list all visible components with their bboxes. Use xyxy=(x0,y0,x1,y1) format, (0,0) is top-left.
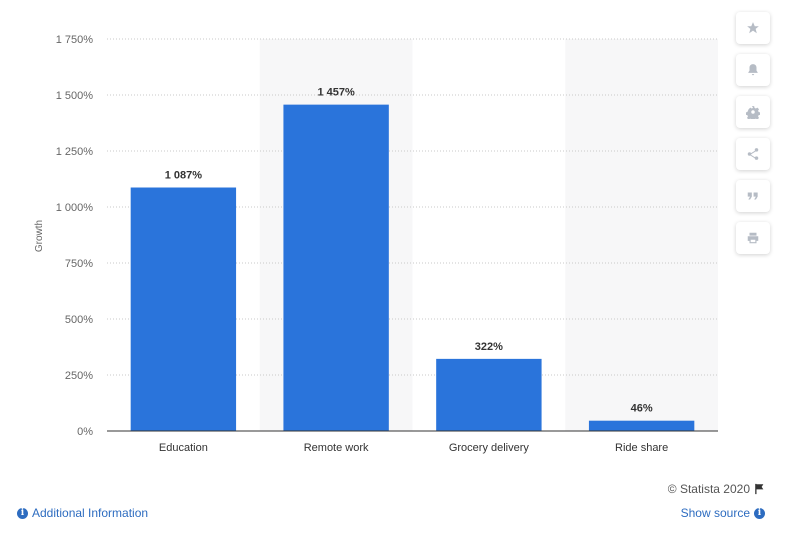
data-label: 1 087% xyxy=(165,170,203,182)
data-label: 1 457% xyxy=(317,87,355,99)
share-icon xyxy=(747,148,759,160)
bar[interactable] xyxy=(588,420,695,431)
notification-button[interactable] xyxy=(736,54,770,86)
info-icon: i xyxy=(754,507,765,519)
show-source-label: Show source xyxy=(680,506,750,520)
bell-icon xyxy=(748,64,758,76)
additional-information-link[interactable]: i Additional Information xyxy=(17,506,148,520)
bar[interactable] xyxy=(283,104,389,431)
x-tick-label: Remote work xyxy=(304,442,369,454)
quote-icon xyxy=(747,192,758,200)
chart-toolbar xyxy=(736,12,770,264)
y-tick-label: 1 250% xyxy=(56,146,94,158)
bar[interactable] xyxy=(130,187,237,431)
y-tick-label: 0% xyxy=(77,426,93,438)
x-tick-label: Ride share xyxy=(615,442,668,454)
settings-button[interactable] xyxy=(736,96,770,128)
y-axis-label: Growth xyxy=(34,220,45,252)
bar[interactable] xyxy=(436,358,542,431)
statista-credit[interactable]: © Statista 2020 xyxy=(668,482,765,496)
y-tick-label: 1 500% xyxy=(56,90,94,102)
x-tick-label: Education xyxy=(159,442,208,454)
share-button[interactable] xyxy=(736,138,770,170)
info-icon: i xyxy=(17,507,28,519)
y-axis-ticks: 0% 250% 500% 750% 1 000% 1 250% 1 500% 1 750% xyxy=(56,34,94,438)
y-tick-label: 1 000% xyxy=(56,202,94,214)
bars xyxy=(130,104,695,431)
data-label: 322% xyxy=(475,341,503,353)
print-icon xyxy=(747,232,759,244)
column-band xyxy=(565,39,718,431)
data-label: 46% xyxy=(631,403,653,415)
y-tick-label: 1 750% xyxy=(56,34,94,46)
print-button[interactable] xyxy=(736,222,770,254)
data-labels: 1 087% 1 457% 322% 46% xyxy=(165,87,653,415)
additional-information-label: Additional Information xyxy=(32,506,149,520)
credit-text: © Statista 2020 xyxy=(667,482,750,496)
cite-button[interactable] xyxy=(736,180,770,212)
y-tick-label: 750% xyxy=(65,258,93,270)
star-icon xyxy=(747,22,759,34)
favorite-button[interactable] xyxy=(736,12,770,44)
y-tick-label: 250% xyxy=(65,370,93,382)
gear-icon xyxy=(746,106,760,119)
y-tick-label: 500% xyxy=(65,314,93,326)
x-tick-label: Grocery delivery xyxy=(449,442,530,454)
flag-icon xyxy=(755,483,764,495)
bar-chart: 0% 250% 500% 750% 1 000% 1 250% 1 500% 1 750% G… xyxy=(34,34,718,454)
show-source-link[interactable]: Show source i xyxy=(681,506,765,520)
x-axis-categories: Education Remote work Grocery delivery Ride… xyxy=(159,442,668,454)
